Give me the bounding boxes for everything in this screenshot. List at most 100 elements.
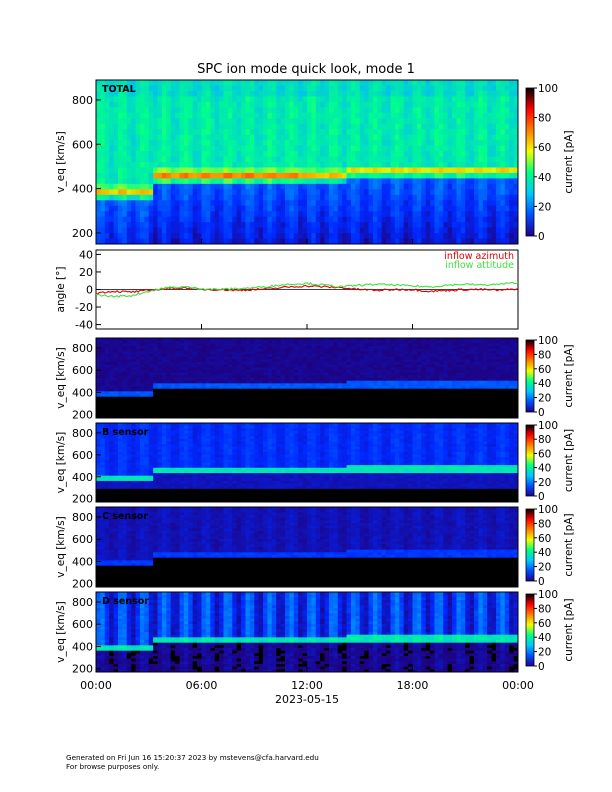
heatmap-cell <box>487 183 493 190</box>
heatmap-cell <box>126 85 132 92</box>
heatmap-cell <box>320 367 326 371</box>
heatmap-cell <box>153 238 159 244</box>
heatmap-cell <box>245 404 251 408</box>
heatmap-cell <box>469 96 475 103</box>
heatmap-cell <box>214 227 220 234</box>
heatmap-cell <box>205 348 211 352</box>
heatmap-cell <box>381 370 387 374</box>
heatmap-cell <box>324 346 330 350</box>
heatmap-cell <box>122 162 128 169</box>
heatmap-cell <box>139 222 145 229</box>
heatmap-cell <box>232 216 238 223</box>
heatmap-cell <box>197 386 203 390</box>
heatmap-cell <box>474 85 480 92</box>
heatmap-cell <box>258 402 264 406</box>
heatmap-cell <box>487 178 493 185</box>
heatmap-cell <box>214 101 220 108</box>
heatmap-cell <box>245 85 251 92</box>
heatmap-cell <box>293 178 299 185</box>
heatmap-cell <box>324 415 330 418</box>
heatmap-cell <box>249 351 255 355</box>
heatmap-cell <box>104 404 110 408</box>
heatmap-cell <box>122 238 128 244</box>
heatmap-cell <box>117 386 123 390</box>
heatmap-cell <box>342 134 348 141</box>
heatmap-cell <box>342 96 348 103</box>
heatmap-cell <box>372 90 378 97</box>
heatmap-cell <box>96 380 101 384</box>
heatmap-cell <box>122 123 128 130</box>
heatmap-cell <box>214 375 220 379</box>
heatmap-cell <box>342 145 348 152</box>
heatmap-cell <box>469 183 475 190</box>
heatmap-cell <box>271 375 277 379</box>
heatmap-cell <box>438 189 444 196</box>
heatmap-cell <box>170 378 176 382</box>
heatmap-cell <box>324 118 330 125</box>
heatmap-cell <box>280 140 286 147</box>
heatmap-cell <box>355 396 361 400</box>
heatmap-cell <box>452 183 458 190</box>
heatmap-cell <box>381 194 387 201</box>
heatmap-cell <box>276 415 282 418</box>
heatmap-cell <box>236 118 242 125</box>
heatmap-cell <box>153 388 159 392</box>
heatmap-cell <box>350 134 356 141</box>
heatmap-cell <box>219 362 225 366</box>
heatmap-cell <box>474 227 480 234</box>
heatmap-cell <box>205 200 211 207</box>
heatmap-cell <box>197 167 203 174</box>
heatmap-cell <box>271 183 277 190</box>
heatmap-cell <box>131 211 137 218</box>
heatmap-cell <box>324 375 330 379</box>
heatmap-cell <box>285 391 291 395</box>
heatmap-cell <box>122 90 128 97</box>
heatmap-cell <box>139 205 145 212</box>
heatmap-cell <box>390 216 396 223</box>
heatmap-cell <box>403 145 409 152</box>
heatmap-cell <box>298 118 304 125</box>
heatmap-cell <box>377 359 383 363</box>
heatmap-cell <box>223 134 229 141</box>
heatmap-cell <box>179 90 185 97</box>
heatmap-cell <box>263 222 269 229</box>
series-line-1 <box>95 281 519 298</box>
heatmap-cell <box>359 151 365 158</box>
heatmap-cell <box>474 167 480 174</box>
heatmap-cell <box>342 205 348 212</box>
heatmap-cell <box>170 356 176 360</box>
heatmap-cell <box>258 364 264 368</box>
heatmap-cell <box>289 412 295 416</box>
heatmap-cell <box>245 375 251 379</box>
heatmap-cell <box>144 402 150 406</box>
heatmap-cell <box>245 162 251 169</box>
heatmap-cell <box>100 222 106 229</box>
heatmap-cell <box>359 380 365 384</box>
heatmap-cell <box>390 410 396 414</box>
heatmap-cell <box>153 145 159 152</box>
heatmap-cell <box>223 194 229 201</box>
heatmap-cell <box>285 200 291 207</box>
heatmap-cell <box>359 348 365 352</box>
heatmap-cell <box>197 222 203 229</box>
heatmap-cell <box>100 172 106 179</box>
heatmap-cell <box>359 205 365 212</box>
heatmap-cell <box>267 351 273 355</box>
heatmap-cell <box>232 85 238 92</box>
heatmap-cell <box>386 370 392 374</box>
heatmap-cell <box>192 391 198 395</box>
heatmap-cell <box>337 348 343 352</box>
heatmap-cell <box>170 129 176 136</box>
heatmap-cell <box>157 372 163 376</box>
heatmap-cell <box>430 118 436 125</box>
heatmap-cell <box>122 378 128 382</box>
heatmap-cell <box>267 354 273 358</box>
heatmap-cell <box>139 356 145 360</box>
heatmap-cell <box>205 216 211 223</box>
heatmap-cell <box>249 140 255 147</box>
heatmap-cell <box>307 364 312 368</box>
heatmap-cell <box>104 412 110 416</box>
heatmap-cell <box>482 227 488 234</box>
heatmap-cell <box>192 410 198 414</box>
heatmap-cell <box>232 356 238 360</box>
